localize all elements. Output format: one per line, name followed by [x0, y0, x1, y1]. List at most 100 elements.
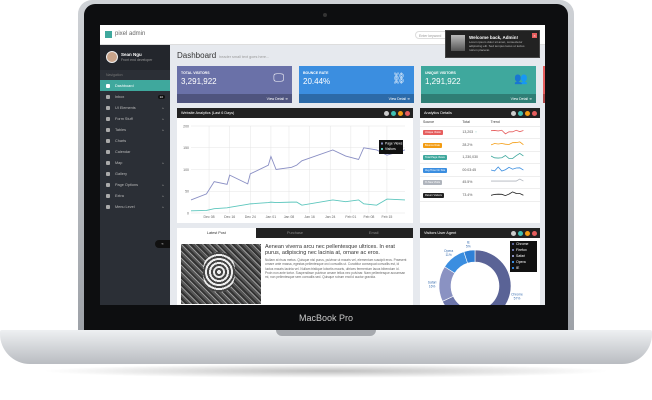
source-cell: % New Visits: [420, 176, 460, 189]
legend-swatch: [512, 249, 514, 251]
sidebar-item-ui-elements[interactable]: UI Elements ▸: [100, 102, 170, 113]
sidebar-item-page-options[interactable]: Page Options ▸: [100, 179, 170, 190]
total-cell: 45.5%: [459, 176, 488, 189]
donut-legend: Chrome Firefox Safari Opera IE: [510, 241, 537, 272]
view-detail-link[interactable]: View Detail ➜: [299, 94, 414, 103]
minimize-icon[interactable]: [525, 110, 530, 116]
view-detail-link[interactable]: View Detail ➜: [543, 94, 545, 103]
settings-icon[interactable]: [511, 110, 516, 116]
close-icon[interactable]: ×: [532, 33, 537, 38]
collapse-sidebar-button[interactable]: «: [155, 240, 170, 248]
sidebar-item-charts[interactable]: Charts: [100, 135, 170, 146]
legend-swatch: [512, 255, 514, 257]
page-subtitle: header small text goes here...: [219, 55, 270, 59]
sidebar-item-menu-level[interactable]: Menu Level ▸: [100, 201, 170, 212]
x-tick-label: Dec 24: [245, 215, 256, 219]
trend-cell: [487, 138, 540, 152]
total-value: 45.5%: [462, 180, 473, 185]
chevron-right-icon: ▸: [162, 160, 164, 165]
close-icon[interactable]: [532, 230, 537, 236]
post-body: Nullam at risus metus. Quisque nisl puru…: [265, 258, 407, 280]
tab-purchase[interactable]: Purchase: [255, 228, 335, 238]
nav-heading: Navigation: [106, 73, 123, 77]
stat-card: UNIQUE VISITORS 1,291,922 👥 View Detail ➜: [421, 66, 536, 103]
sidebar: Sean Ngu Front end developer Navigation …: [100, 45, 170, 305]
x-tick-label: Dec 08: [204, 215, 215, 219]
panel-controls: [511, 110, 537, 116]
trend-sparkline: [490, 152, 524, 159]
post-text: Aenean viverra arcu nec pellentesque ult…: [265, 244, 407, 279]
trend-cell: [487, 126, 540, 139]
sidebar-item-label: Tables: [115, 127, 126, 132]
tab-latest-post[interactable]: Latest Post: [177, 228, 256, 238]
source-label: Avg Time On Site: [423, 167, 448, 173]
avatar[interactable]: [106, 51, 118, 63]
chevron-right-icon: ▸: [162, 127, 164, 132]
panel-title: Website Analytics (Last 6 Days): [181, 111, 235, 115]
view-detail-link[interactable]: View Detail ➜: [421, 94, 536, 103]
sidebar-item-tables[interactable]: Tables ▸: [100, 124, 170, 135]
reload-icon[interactable]: [518, 110, 523, 116]
total-cell: 73.4%: [459, 188, 488, 202]
close-icon[interactable]: [532, 110, 537, 116]
panel-title: Analytics Details: [424, 111, 452, 115]
sidebar-item-label: Page Options: [115, 182, 139, 187]
stat-label: UNIQUE VISITORS: [425, 71, 456, 75]
source-cell: Return Visitors: [420, 188, 460, 202]
nav-icon: [106, 116, 110, 121]
sidebar-item-map[interactable]: Map ▸: [100, 157, 170, 168]
inbox-badge: 10: [157, 94, 165, 99]
post-headline: Aenean viverra arcu nec pellentesque ult…: [265, 244, 395, 256]
sidebar-item-extra[interactable]: Extra ▸: [100, 190, 170, 201]
close-icon[interactable]: [405, 110, 410, 116]
logo-icon: [105, 31, 112, 38]
user-agent-donut-chart: Chrome 57% Safari 16% Opera 11% IE 5% Chrome Fire…: [428, 241, 537, 305]
reload-icon[interactable]: [518, 230, 523, 236]
logo-text[interactable]: pixel admin: [115, 31, 146, 37]
analytics-details-panel: Analytics Details Source Total Trend Unique…: [420, 108, 540, 223]
legend-swatch: [512, 243, 514, 245]
legend-label: Opera: [516, 260, 526, 264]
sidebar-item-form-stuff[interactable]: Form Stuff ▸: [100, 113, 170, 124]
tab-email[interactable]: Email: [334, 228, 414, 238]
sparkline-line: [490, 129, 524, 135]
trend-sparkline: [490, 166, 524, 172]
stat-card: BOUNCE RATE 20.44% ⛓ View Detail ➜: [299, 66, 414, 103]
minimize-icon[interactable]: [525, 230, 530, 236]
trend-cell: [487, 163, 540, 177]
x-tick-label: Jan 01: [266, 215, 277, 219]
settings-icon[interactable]: [511, 230, 516, 236]
slice-label: Safari 16%: [428, 280, 437, 288]
x-tick-label: Dec 16: [224, 215, 235, 219]
chevron-right-icon: ▸: [162, 105, 164, 110]
stat-card: AVG TIME ON SITE00:12:23◔View Detail ➜: [543, 66, 545, 103]
sidebar-item-inbox[interactable]: Inbox 10: [100, 91, 170, 102]
source-cell: Bounce Rate: [420, 138, 460, 152]
stat-label: TOTAL VISITORS: [181, 71, 210, 75]
table-row: Return Visitors 73.4%: [420, 188, 540, 202]
view-detail-link[interactable]: View Detail ➜: [177, 94, 292, 103]
reload-icon[interactable]: [391, 110, 396, 116]
post-tabs: Latest Post Purchase Email: [177, 228, 414, 238]
sidebar-item-gallery[interactable]: Gallery: [100, 168, 170, 179]
x-tick-label: Feb 01: [345, 215, 356, 219]
total-cell: 00:03:45: [459, 163, 488, 177]
sidebar-item-label: Dashboard: [115, 83, 134, 88]
minimize-icon[interactable]: [398, 110, 403, 116]
users-icon: 👥: [514, 73, 528, 85]
avatar: [451, 35, 465, 51]
nav-icon: [106, 105, 110, 110]
legend-swatch: [381, 142, 383, 145]
sidebar-item-calendar[interactable]: Calendar: [100, 146, 170, 157]
settings-icon[interactable]: [384, 110, 389, 116]
sidebar-item-dashboard[interactable]: Dashboard: [100, 80, 170, 91]
table-row: Unique Visitor 13,203 ↑: [420, 126, 540, 139]
sidebar-item-label: Gallery: [115, 171, 128, 176]
sparkline-line: [490, 178, 524, 182]
trend-sparkline: [490, 141, 524, 146]
column-header: Total: [459, 118, 488, 127]
source-cell: Total Page Views: [420, 151, 460, 164]
y-tick-label: 150: [183, 146, 189, 150]
visitors-user-agent-panel: Visitors User Agent Chrome 57% Safari 16% Op…: [420, 228, 540, 305]
welcome-notification: Welcome back, Admin! Lorem ipsum dolor s…: [445, 30, 540, 58]
